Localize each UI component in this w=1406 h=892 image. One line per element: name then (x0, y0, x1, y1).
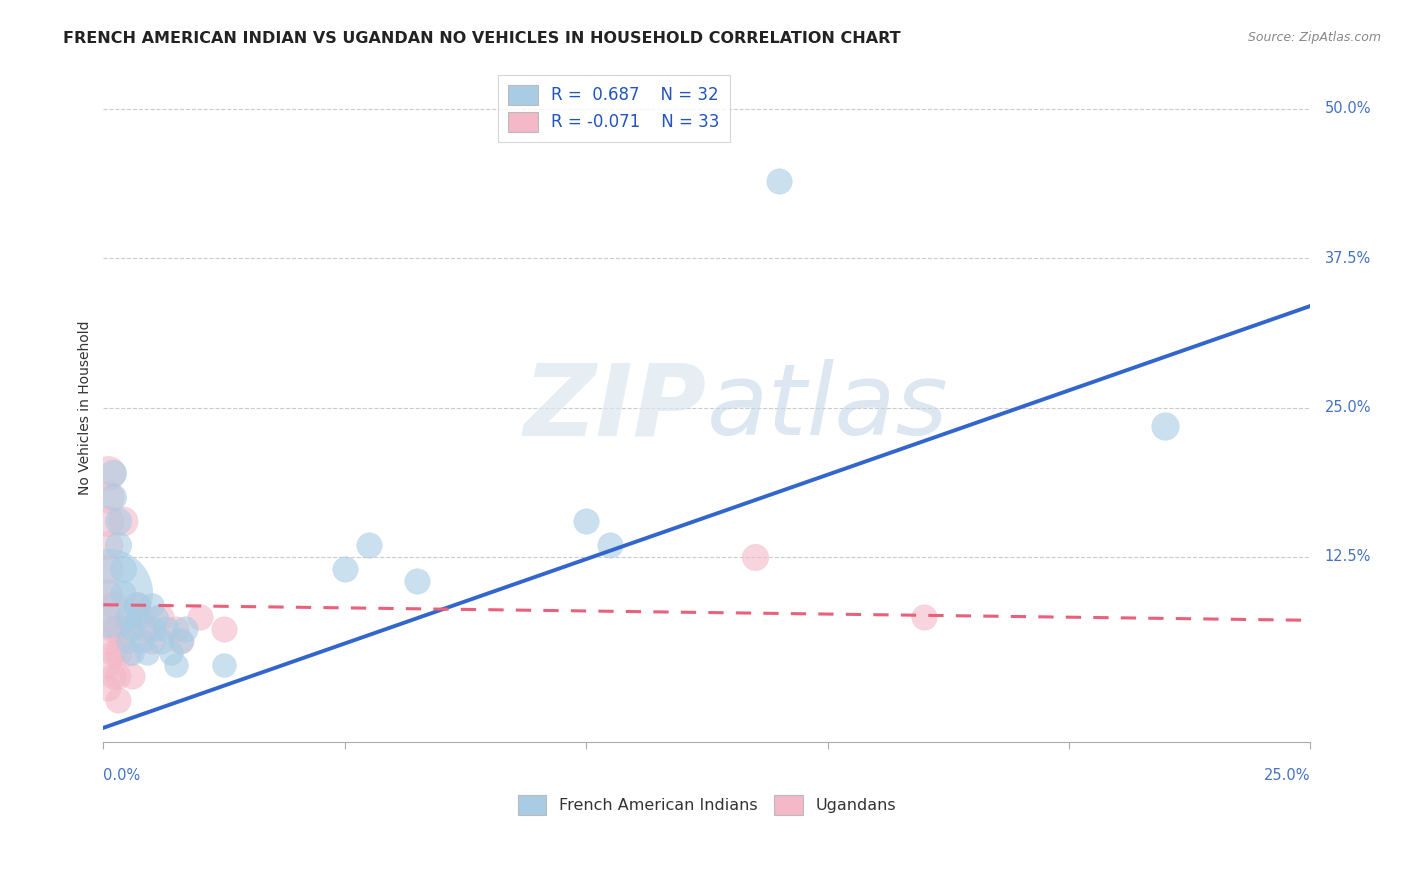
Point (131, 609, 153, 624)
Point (97, 514, 120, 528)
Text: 0.0%: 0.0% (104, 768, 141, 782)
Point (111, 586, 134, 600)
Point (97, 562, 120, 576)
Point (101, 598, 124, 612)
Point (165, 622, 187, 636)
Point (150, 633, 173, 648)
Point (97, 609, 120, 624)
Point (155, 622, 177, 636)
Point (135, 622, 157, 636)
Point (97, 633, 120, 648)
Legend: French American Indians, Ugandans: French American Indians, Ugandans (512, 789, 903, 822)
Point (107, 538, 129, 552)
Point (212, 657, 235, 672)
Point (107, 669, 129, 683)
Text: Source: ZipAtlas.com: Source: ZipAtlas.com (1247, 31, 1381, 45)
Point (127, 598, 149, 612)
Point (406, 574, 429, 588)
Point (599, 538, 621, 552)
Point (141, 622, 163, 636)
Point (912, 609, 935, 624)
Point (1154, 418, 1177, 433)
Point (97, 681, 120, 696)
Point (169, 633, 191, 648)
Point (768, 173, 790, 187)
Y-axis label: No Vehicles in Household: No Vehicles in Household (79, 320, 93, 495)
Point (145, 609, 167, 624)
Point (97, 586, 120, 600)
Point (165, 657, 187, 672)
Point (150, 609, 173, 624)
Point (107, 646, 129, 660)
Point (97, 657, 120, 672)
Text: FRENCH AMERICAN INDIAN VS UGANDAN NO VEHICLES IN HOUSEHOLD CORRELATION CHART: FRENCH AMERICAN INDIAN VS UGANDAN NO VEH… (63, 31, 901, 46)
Text: 12.5%: 12.5% (1324, 549, 1371, 565)
Text: 37.5%: 37.5% (1324, 251, 1371, 266)
Point (333, 562, 356, 576)
Point (117, 646, 139, 660)
Point (357, 538, 380, 552)
Point (188, 609, 211, 624)
Point (141, 633, 163, 648)
Point (101, 622, 124, 636)
Point (575, 514, 598, 528)
Point (117, 622, 139, 636)
Text: 25.0%: 25.0% (1324, 401, 1371, 415)
Text: 50.0%: 50.0% (1324, 102, 1371, 116)
Point (101, 669, 124, 683)
Text: 25.0%: 25.0% (1264, 768, 1310, 782)
Point (97, 586, 120, 600)
Point (127, 598, 149, 612)
Point (107, 514, 129, 528)
Point (121, 622, 143, 636)
Point (97, 490, 120, 504)
Point (107, 693, 129, 707)
Point (101, 490, 124, 504)
Point (744, 549, 766, 564)
Text: atlas: atlas (707, 359, 949, 456)
Text: ZIP: ZIP (524, 359, 707, 456)
Point (121, 646, 143, 660)
Point (141, 598, 163, 612)
Point (97, 467, 120, 481)
Point (117, 609, 139, 624)
Point (127, 609, 149, 624)
Point (160, 646, 183, 660)
Point (121, 669, 143, 683)
Point (169, 633, 191, 648)
Point (101, 467, 124, 481)
Point (111, 562, 134, 576)
Point (212, 622, 235, 636)
Point (174, 622, 197, 636)
Point (97, 538, 120, 552)
Point (111, 514, 134, 528)
Point (131, 633, 153, 648)
Point (101, 646, 124, 660)
Point (107, 622, 129, 636)
Point (135, 646, 157, 660)
Point (117, 633, 139, 648)
